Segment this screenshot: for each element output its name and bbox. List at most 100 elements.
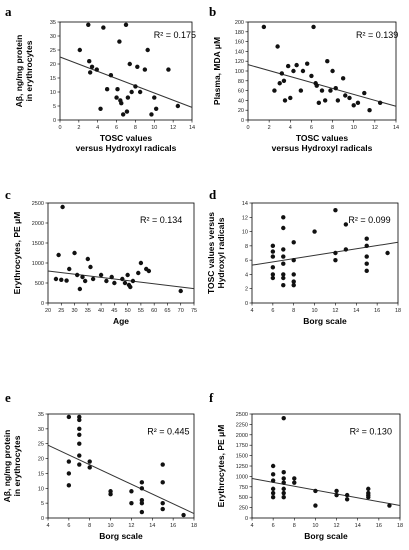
data-point xyxy=(120,276,125,282)
y-tick-label: 1500 xyxy=(32,241,44,247)
y-tick-label: 1500 xyxy=(236,454,248,460)
panel-e: 4 6 8 10 12 14 16 18 0 5 10 15 20 25 30 35 R² = 0.445 Bor… xyxy=(0,366,204,549)
y-tick-label: 60 xyxy=(238,89,244,95)
data-point xyxy=(66,459,72,464)
data-point xyxy=(282,98,288,103)
data-point xyxy=(343,222,349,227)
y-axis-label: in erythrocytes xyxy=(12,435,22,496)
data-point xyxy=(101,25,106,30)
y-axis-label: Hydroxyl radicals xyxy=(216,217,226,288)
data-point xyxy=(300,68,306,74)
y-tick-label: 140 xyxy=(235,49,244,55)
data-point xyxy=(175,103,181,109)
data-point xyxy=(124,109,130,114)
y-tick-label: 0 xyxy=(245,516,248,522)
y-tick-label: 2500 xyxy=(32,201,44,207)
data-point xyxy=(328,88,333,93)
panel-letter-b: b xyxy=(209,4,217,19)
data-point xyxy=(322,98,328,103)
data-point xyxy=(82,278,88,284)
y-tick-label: 0 xyxy=(41,516,44,522)
x-tick-label: 8 xyxy=(331,125,334,131)
y-tick-label: 8 xyxy=(245,244,248,250)
data-point xyxy=(292,476,297,481)
data-point xyxy=(281,261,286,266)
data-point xyxy=(139,486,145,491)
x-tick-label: 18 xyxy=(397,523,403,529)
y-tick-label: 4 xyxy=(245,272,248,278)
y-tick-label: 20 xyxy=(38,457,44,463)
data-point xyxy=(77,462,82,467)
data-point xyxy=(77,453,82,458)
data-point xyxy=(281,225,286,231)
y-tick-label: 160 xyxy=(235,40,244,46)
y-tick-label: 120 xyxy=(235,59,244,65)
data-point xyxy=(123,22,129,27)
data-point xyxy=(281,495,286,500)
data-point xyxy=(351,103,356,108)
y-tick-label: 2250 xyxy=(236,422,248,428)
data-point xyxy=(90,276,96,282)
regression-line xyxy=(251,477,401,507)
y-tick-label: 5 xyxy=(53,104,56,110)
data-point xyxy=(298,88,304,93)
data-point xyxy=(104,278,109,284)
data-point xyxy=(94,67,99,72)
data-point xyxy=(330,68,335,74)
x-tick-label: 12 xyxy=(334,523,340,529)
panel-letter-c: c xyxy=(5,187,11,202)
data-point xyxy=(285,63,291,69)
y-tick-label: 30 xyxy=(38,427,44,433)
data-point xyxy=(166,67,171,72)
y-tick-label: 40 xyxy=(238,98,244,104)
x-tick-label: 8 xyxy=(293,523,296,529)
data-point xyxy=(60,204,65,210)
data-point xyxy=(272,88,277,93)
r2-annotation: R² = 0.139 xyxy=(356,30,398,40)
r2-annotation: R² = 0.134 xyxy=(140,215,182,225)
y-tick-label: 1750 xyxy=(236,443,248,449)
data-point xyxy=(122,280,128,286)
data-point xyxy=(129,89,134,95)
data-point xyxy=(311,24,316,30)
data-point xyxy=(108,73,114,78)
x-tick-label: 8 xyxy=(88,523,91,529)
data-point xyxy=(87,459,92,464)
x-tick-label: 14 xyxy=(149,523,155,529)
data-point xyxy=(138,260,144,266)
regression-line xyxy=(47,444,195,514)
panel-f: 4 6 8 10 12 14 16 18 0 250 500 750 1000 1250 1500 1750 2… xyxy=(204,366,408,549)
data-point xyxy=(291,282,296,288)
plot-frame xyxy=(47,413,195,519)
data-point xyxy=(281,490,286,496)
data-point xyxy=(309,73,314,79)
x-axis-label: Age xyxy=(113,316,129,326)
data-point xyxy=(270,249,276,254)
x-tick-label: 20 xyxy=(45,308,51,314)
y-axis-label: Erythrocytes, PE μM xyxy=(12,212,22,295)
data-point xyxy=(281,476,286,481)
data-point xyxy=(66,414,72,420)
x-tick-label: 10 xyxy=(312,308,318,314)
y-tick-label: 0 xyxy=(53,118,56,124)
data-point xyxy=(270,478,276,483)
data-point xyxy=(104,87,110,92)
data-point xyxy=(64,278,69,283)
y-tick-label: 10 xyxy=(38,486,44,492)
data-point xyxy=(133,84,138,89)
data-point xyxy=(153,106,159,112)
data-point xyxy=(333,250,338,256)
x-tick-label: 40 xyxy=(98,308,104,314)
data-point xyxy=(146,268,152,274)
data-point xyxy=(87,59,92,64)
y-tick-label: 10 xyxy=(50,90,56,96)
data-point xyxy=(87,465,92,470)
data-point xyxy=(362,90,367,96)
data-point xyxy=(305,61,310,66)
data-point xyxy=(281,282,286,288)
x-tick-label: 6 xyxy=(272,523,275,529)
x-tick-label: 18 xyxy=(191,523,197,529)
data-point xyxy=(364,268,369,274)
plot-frame xyxy=(59,21,193,121)
data-point xyxy=(85,256,91,262)
